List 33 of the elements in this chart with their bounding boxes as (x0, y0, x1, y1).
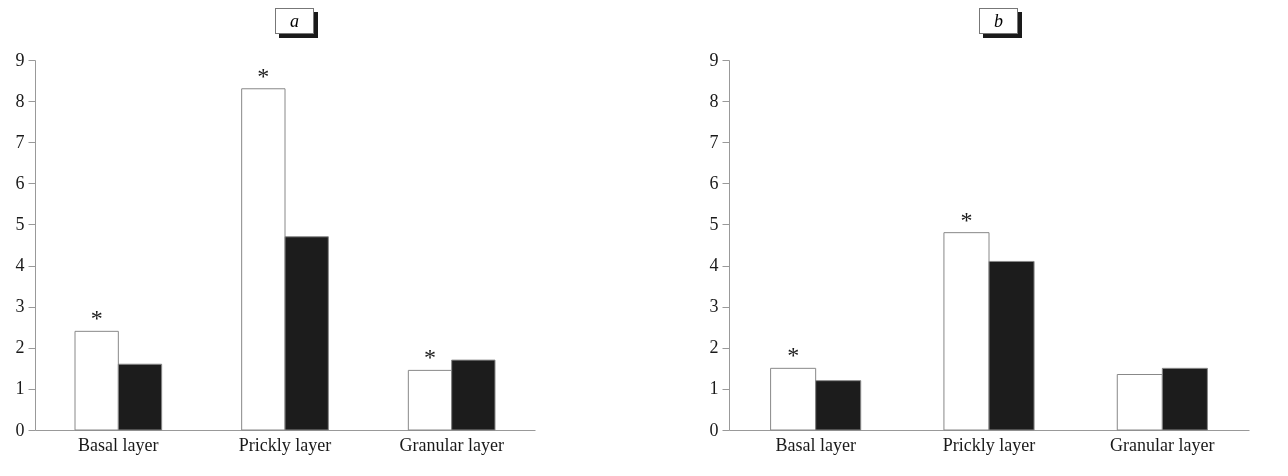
x-tick-label: Prickly layer (942, 434, 1036, 455)
y-tick-label: 8 (15, 90, 25, 111)
y-tick-label: 9 (15, 49, 25, 70)
y-tick-label: 8 (709, 90, 719, 111)
y-tick-label: 0 (15, 419, 25, 440)
x-tick-label: Granular layer (1110, 434, 1215, 455)
x-tick-label: Granular layer (399, 434, 504, 455)
y-tick-label: 1 (709, 378, 719, 399)
chart-title: b (979, 8, 1018, 34)
y-tick-label: 1 (15, 378, 25, 399)
y-tick-label: 2 (709, 337, 719, 358)
y-tick-label: 4 (709, 255, 719, 276)
chart-title: a (275, 8, 314, 34)
y-tick-label: 4 (15, 255, 25, 276)
y-tick-label: 7 (709, 131, 719, 152)
y-tick-label: 3 (15, 296, 25, 317)
y-tick-label: 7 (15, 131, 25, 152)
annotation: * (257, 62, 270, 89)
y-tick-label: 6 (15, 172, 25, 193)
y-tick-label: 6 (709, 172, 719, 193)
y-tick-label: 9 (709, 49, 719, 70)
y-tick-label: 5 (15, 213, 25, 234)
annotation: * (787, 342, 800, 369)
x-tick-label: Basal layer (78, 434, 159, 455)
y-tick-label: 2 (15, 337, 25, 358)
x-tick-label: Basal layer (775, 434, 856, 455)
x-tick-label: Prickly layer (238, 434, 332, 455)
annotation: * (424, 344, 436, 371)
y-tick-label: 0 (709, 419, 719, 440)
annotation: * (960, 206, 973, 233)
y-tick-label: 5 (709, 213, 719, 234)
annotation: * (90, 305, 103, 332)
y-tick-label: 3 (709, 296, 719, 317)
